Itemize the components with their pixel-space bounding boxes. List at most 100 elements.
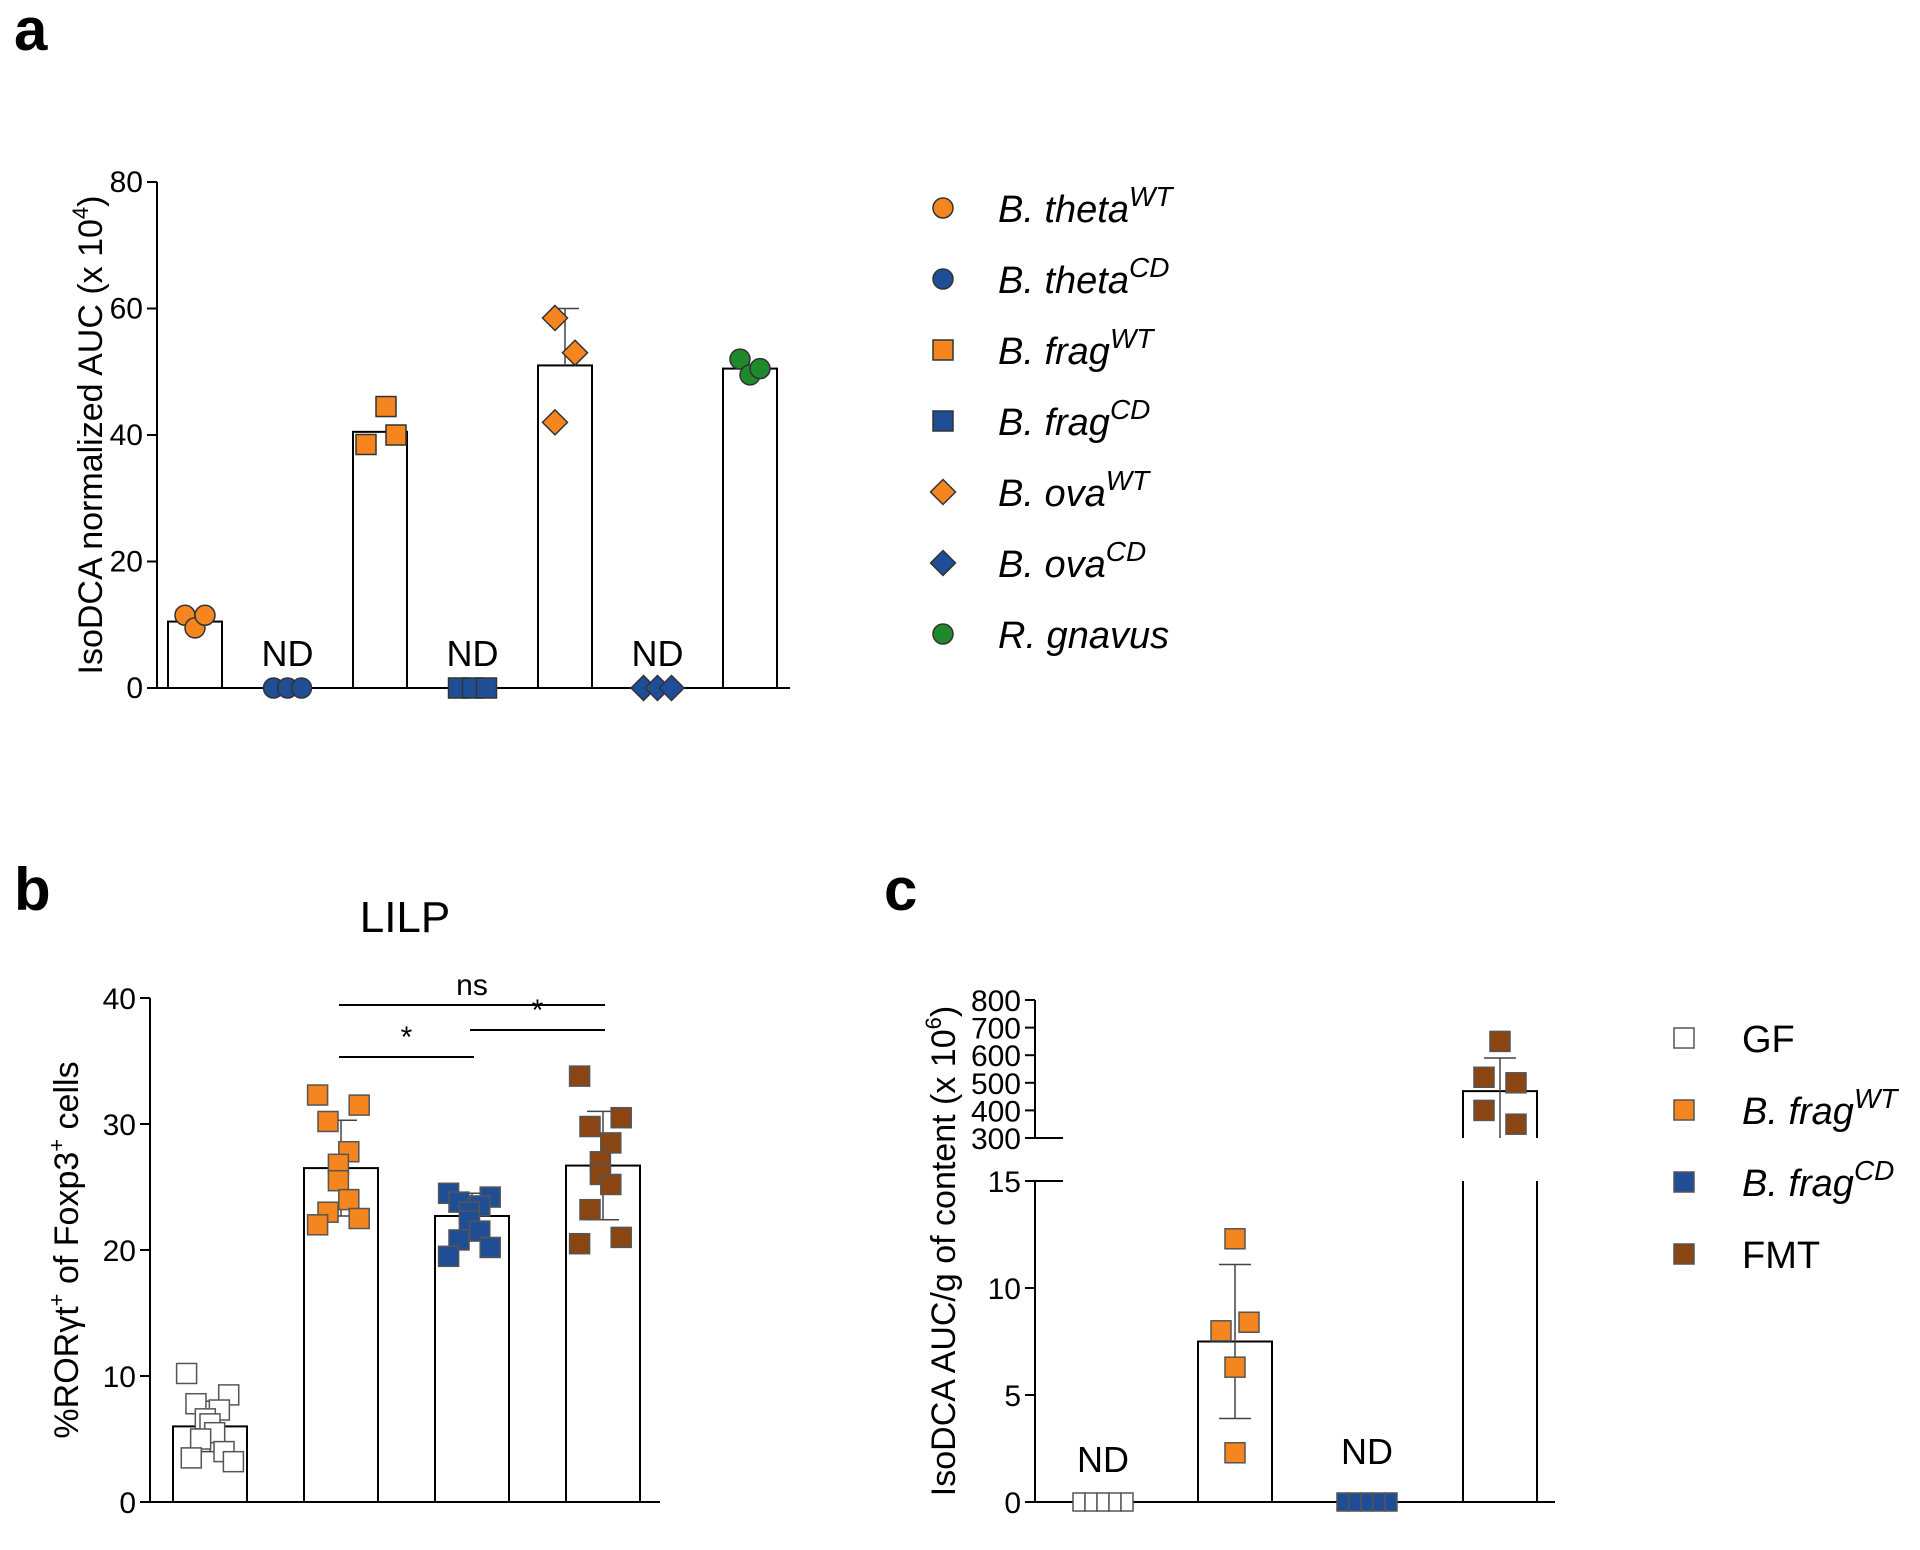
data-point-a <box>541 408 569 436</box>
y-tick-label-c: 500 <box>971 1068 1021 1101</box>
legend-label-a-name: B. theta <box>998 260 1129 302</box>
legend-label-a-name: B. ova <box>998 473 1106 515</box>
y-tick-label-c: 300 <box>971 1123 1021 1156</box>
data-point-b <box>610 1226 632 1249</box>
bar-a <box>537 364 593 689</box>
data-point-b <box>610 1106 632 1129</box>
data-point-c <box>1120 1492 1134 1512</box>
data-point-a <box>729 348 751 370</box>
data-point-b <box>317 1110 339 1133</box>
y-tick-label-c: 700 <box>971 1013 1021 1046</box>
y-axis-title-a-main: IsoDCA normalized AUC (x 10 <box>72 219 110 674</box>
significance-label-b: * <box>401 1021 413 1054</box>
y-tick-label-c: 800 <box>971 985 1021 1018</box>
y-tick-label-b: 20 <box>103 1235 136 1268</box>
legend-label-a-name: R. gnavus <box>998 615 1169 657</box>
data-point-c <box>1224 1228 1246 1250</box>
significance-label-b: ns <box>456 969 488 1002</box>
legend-label-a: B. fragCD <box>998 394 1150 444</box>
data-point-b <box>306 1214 329 1236</box>
legend-label-a: B. ovaWT <box>998 465 1151 515</box>
legend-label-a-sup: WT <box>1106 465 1151 496</box>
bar-a <box>167 620 223 690</box>
legend-label-c-name: B. frag <box>1742 1163 1854 1205</box>
data-point-c <box>1489 1030 1511 1053</box>
legend-label-a-sup: WT <box>1129 181 1174 212</box>
data-point-c <box>1108 1492 1122 1512</box>
data-point-b <box>600 1132 622 1154</box>
data-point-c <box>1348 1492 1362 1512</box>
data-point-c <box>1224 1356 1246 1378</box>
y-tick-label-a: 60 <box>110 293 143 326</box>
data-point-b <box>568 1232 591 1255</box>
data-point-a <box>375 395 397 418</box>
y-axis-title-b-tail: cells <box>48 1061 86 1138</box>
legend-marker-c <box>1673 1027 1695 1049</box>
legend-label-c: FMT <box>1742 1235 1820 1277</box>
legend-label-c-sup: WT <box>1854 1083 1899 1114</box>
data-point-c <box>1238 1311 1260 1333</box>
legend-marker-a <box>932 410 954 432</box>
data-point-c <box>1336 1492 1350 1512</box>
panel-label-a: a <box>14 0 48 63</box>
y-axis-title-c-main: IsoDCA AUC/g of content (x 10 <box>925 1029 963 1496</box>
data-point-b <box>479 1236 501 1259</box>
y-axis-title-b-main: %RORγt <box>48 1306 86 1439</box>
data-point-b <box>180 1447 203 1469</box>
legend-label-a-sup: CD <box>1110 394 1150 425</box>
legend-marker-a <box>929 478 957 506</box>
y-tick-label-a: 40 <box>110 419 143 452</box>
legend-label-a-name: B. frag <box>998 331 1110 373</box>
nd-label-c: ND <box>1077 1439 1129 1480</box>
legend-label-a: B. thetaWT <box>998 181 1174 231</box>
data-point-c <box>1505 1072 1527 1094</box>
panel-label-c: c <box>884 856 918 923</box>
legend-marker-c <box>1673 1243 1695 1265</box>
legend-marker-a <box>932 623 954 645</box>
legend-label-c: GF <box>1742 1019 1795 1061</box>
legend-label-a-name: B. ova <box>998 544 1106 586</box>
data-point-a <box>290 677 313 699</box>
data-point-b <box>222 1450 245 1473</box>
panel-label-b: b <box>14 856 51 923</box>
data-point-c <box>1360 1492 1374 1512</box>
data-point-c <box>1084 1492 1098 1512</box>
y-axis-title-b: %RORγt+ of Foxp3+ cells <box>44 1061 86 1438</box>
y-axis-title-c-tail: ) <box>925 1006 963 1017</box>
bar-a <box>352 430 408 689</box>
data-point-b <box>327 1169 350 1192</box>
legend-marker-a <box>932 339 954 361</box>
data-point-a <box>541 304 569 332</box>
bar-a <box>722 367 778 689</box>
data-point-b <box>348 1207 370 1230</box>
data-point-c <box>1473 1099 1495 1122</box>
data-point-c <box>1072 1492 1086 1512</box>
data-point-a <box>475 677 498 699</box>
data-point-a <box>194 604 216 627</box>
legend-label-a-sup: CD <box>1106 536 1146 567</box>
nd-label-a: ND <box>262 633 314 674</box>
legend-label-a-sup: CD <box>1129 252 1169 283</box>
data-point-b <box>579 1198 601 1221</box>
y-tick-label-b: 10 <box>103 1361 136 1394</box>
data-point-c <box>1096 1492 1110 1512</box>
y-axis-title-c: IsoDCA AUC/g of content (x 106) <box>921 1006 963 1496</box>
data-point-b <box>306 1084 329 1106</box>
legend-label-c: B. fragCD <box>1742 1155 1894 1205</box>
data-point-a <box>385 424 407 446</box>
data-point-c <box>1473 1066 1495 1089</box>
data-point-b <box>437 1245 460 1268</box>
data-point-c <box>1224 1442 1246 1464</box>
nd-label-a: ND <box>447 633 499 674</box>
legend-marker-c <box>1673 1099 1695 1121</box>
y-axis-title-a-sup: 4 <box>68 207 93 219</box>
data-point-a <box>749 357 771 380</box>
legend-label-a: R. gnavus <box>998 615 1169 657</box>
legend-marker-a <box>929 549 957 577</box>
y-tick-label-c: 15 <box>988 1166 1021 1199</box>
y-tick-label-c: 5 <box>1004 1380 1021 1413</box>
